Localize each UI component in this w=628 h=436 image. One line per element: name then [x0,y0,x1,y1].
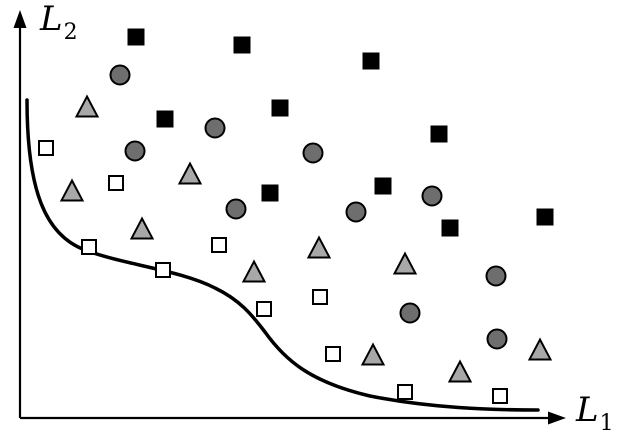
markers-group [38,28,554,404]
triangle-marker [129,216,155,240]
open-square-marker [211,237,227,253]
triangle-marker [306,235,332,259]
filled-square-marker [156,110,174,128]
x-axis-arrowhead [548,411,566,425]
open-square-marker [108,175,124,191]
open-square-marker [155,262,171,278]
open-square-marker [325,346,341,362]
circle-marker [109,64,131,86]
circle-marker [204,117,226,139]
triangle-marker [74,94,100,118]
filled-square-marker [536,208,554,226]
axes-group [13,10,566,425]
circle-marker [345,201,367,223]
boundary-curve [25,98,540,412]
triangle-marker [527,337,553,361]
x-axis-label-subscript: 1 [599,411,614,436]
open-square-marker [397,384,413,400]
circle-marker [124,140,146,162]
triangle-marker [360,342,386,366]
open-square-marker [81,239,97,255]
x-axis-label-letter: L [576,390,599,430]
filled-square-marker [233,36,251,54]
circle-marker [399,302,421,324]
filled-square-marker [127,28,145,46]
open-square-marker [312,289,328,305]
triangle-marker [177,161,203,185]
filled-square-marker [271,99,289,117]
y-axis-label-subscript: 2 [63,20,78,45]
y-axis-label: L2 [40,0,78,44]
filled-square-marker [374,177,392,195]
filled-square-marker [430,125,448,143]
circle-marker [421,185,443,207]
circle-marker [485,265,507,287]
filled-square-marker [441,219,459,237]
open-square-marker [38,140,54,156]
circle-marker [225,198,247,220]
y-axis-label-letter: L [40,0,63,39]
triangle-marker [392,251,418,275]
open-square-marker [492,388,508,404]
x-axis-label: L1 [576,390,614,435]
circle-marker [302,142,324,164]
y-axis-arrowhead [13,10,27,28]
triangle-marker [447,359,473,383]
filled-square-marker [362,52,380,70]
open-square-marker [256,301,272,317]
triangle-marker [59,178,85,202]
filled-square-marker [261,184,279,202]
circle-marker [486,328,508,350]
triangle-marker [241,259,267,283]
